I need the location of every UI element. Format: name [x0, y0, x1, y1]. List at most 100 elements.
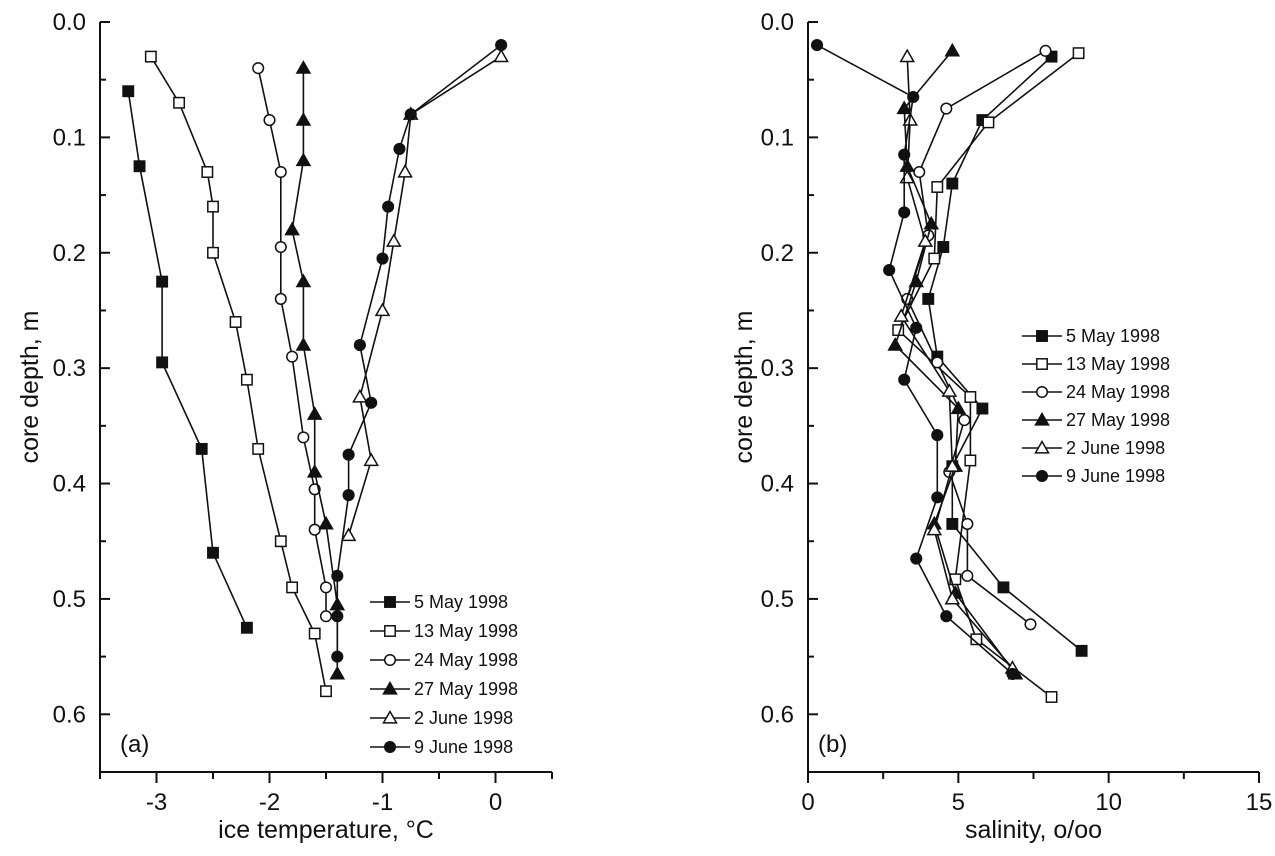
- data-point: [263, 114, 276, 127]
- data-point: [883, 264, 896, 277]
- y-tick-label: 0.0: [761, 9, 794, 36]
- data-point: [931, 429, 944, 442]
- legend-label: 2 June 1998: [414, 708, 513, 728]
- data-point: [342, 448, 355, 461]
- data-point: [495, 39, 508, 52]
- data-point: [365, 396, 378, 409]
- data-point: [295, 112, 312, 126]
- legend-entry: 27 May 1998: [1022, 410, 1170, 430]
- data-point: [893, 308, 909, 322]
- x-tick-label: 5: [952, 789, 965, 816]
- data-point: [944, 590, 961, 605]
- data-point: [898, 373, 911, 386]
- data-point: [910, 321, 923, 334]
- data-point: [887, 337, 903, 351]
- legend-label: 27 May 1998: [414, 679, 518, 699]
- data-point: [964, 454, 977, 467]
- data-point: [374, 302, 391, 317]
- legend-marker: [1035, 385, 1049, 399]
- legend-entry: 27 May 1998: [370, 679, 518, 699]
- legend-label: 5 May 1998: [414, 592, 508, 612]
- data-point: [997, 581, 1010, 594]
- data-point: [1075, 644, 1088, 657]
- legend-label: 24 May 1998: [1066, 382, 1170, 402]
- legend-entry: 24 May 1998: [370, 650, 518, 670]
- legend-entry: 2 June 1998: [1022, 438, 1165, 458]
- legend-entry: 9 June 1998: [1022, 466, 1165, 486]
- data-point: [295, 60, 312, 74]
- data-point: [195, 442, 208, 455]
- x-axis-title: ice temperature, °C: [218, 816, 434, 844]
- y-axis-title: core depth, m: [730, 311, 758, 464]
- y-tick-label: 0.6: [53, 701, 86, 728]
- data-point: [958, 414, 971, 427]
- legend-marker: [383, 653, 397, 667]
- data-point: [331, 610, 344, 623]
- legend-entry: 13 May 1998: [1022, 354, 1170, 374]
- data-point: [944, 458, 961, 472]
- data-point: [937, 241, 950, 253]
- data-point: [320, 685, 332, 698]
- legend-label: 9 June 1998: [414, 737, 513, 757]
- data-point: [286, 581, 299, 594]
- data-point: [1024, 618, 1037, 631]
- data-point: [917, 233, 934, 247]
- series-13-may-1998: [144, 50, 332, 698]
- series-24-may-1998: [252, 62, 333, 623]
- legend-entry: 9 June 1998: [370, 737, 513, 757]
- legend-entry: 2 June 1998: [370, 708, 513, 728]
- data-point: [898, 206, 911, 219]
- series-line: [816, 44, 1014, 675]
- series-line: [150, 56, 327, 692]
- data-point: [156, 275, 169, 288]
- series-line: [336, 44, 502, 657]
- data-point: [342, 489, 355, 502]
- data-point: [306, 406, 323, 420]
- y-tick-label: 0.4: [53, 471, 86, 498]
- series-9-june-1998: [331, 39, 508, 663]
- data-point: [899, 48, 916, 63]
- x-tick-label: 0: [489, 789, 502, 816]
- data-point: [207, 546, 219, 559]
- data-point: [946, 517, 959, 530]
- panel-label: (b): [818, 731, 847, 758]
- data-point: [252, 442, 265, 455]
- y-tick-label: 0.3: [761, 355, 794, 382]
- data-point: [1072, 47, 1085, 60]
- data-point: [297, 431, 310, 444]
- data-point: [284, 221, 300, 236]
- data-point: [944, 42, 961, 57]
- data-point: [376, 252, 389, 265]
- series-line: [927, 56, 1083, 652]
- data-point: [306, 463, 323, 478]
- data-point: [353, 339, 366, 352]
- data-point: [1039, 44, 1052, 57]
- data-point: [331, 569, 344, 582]
- legend-label: 24 May 1998: [414, 650, 518, 670]
- data-point: [404, 108, 417, 121]
- data-point: [207, 246, 219, 259]
- legend-marker: [384, 596, 396, 608]
- data-point: [318, 515, 334, 530]
- data-point: [931, 181, 944, 193]
- data-point: [319, 581, 333, 594]
- x-tick-label: -1: [372, 789, 393, 816]
- data-point: [240, 373, 253, 386]
- data-point: [931, 491, 944, 504]
- y-tick-label: 0.3: [53, 355, 86, 382]
- x-axis-title: salinity, o/oo: [965, 816, 1102, 844]
- data-point: [319, 610, 333, 623]
- data-point: [913, 165, 926, 179]
- y-tick-label: 0.2: [761, 240, 794, 267]
- legend-marker: [382, 709, 398, 724]
- legend-label: 13 May 1998: [1066, 354, 1170, 374]
- legend-marker: [1036, 358, 1048, 370]
- y-tick-label: 0.5: [53, 586, 86, 613]
- data-point: [122, 85, 135, 98]
- legend-marker: [382, 680, 398, 695]
- y-tick-label: 0.5: [761, 586, 794, 613]
- series-line: [900, 56, 1014, 669]
- data-point: [201, 166, 214, 178]
- panel-a-ice-temperature-chart: 0.0 0.1 0.2 0.3 0.4 0.5 0.6 -3 -2 -1 0 ice temperat…: [16, 9, 553, 844]
